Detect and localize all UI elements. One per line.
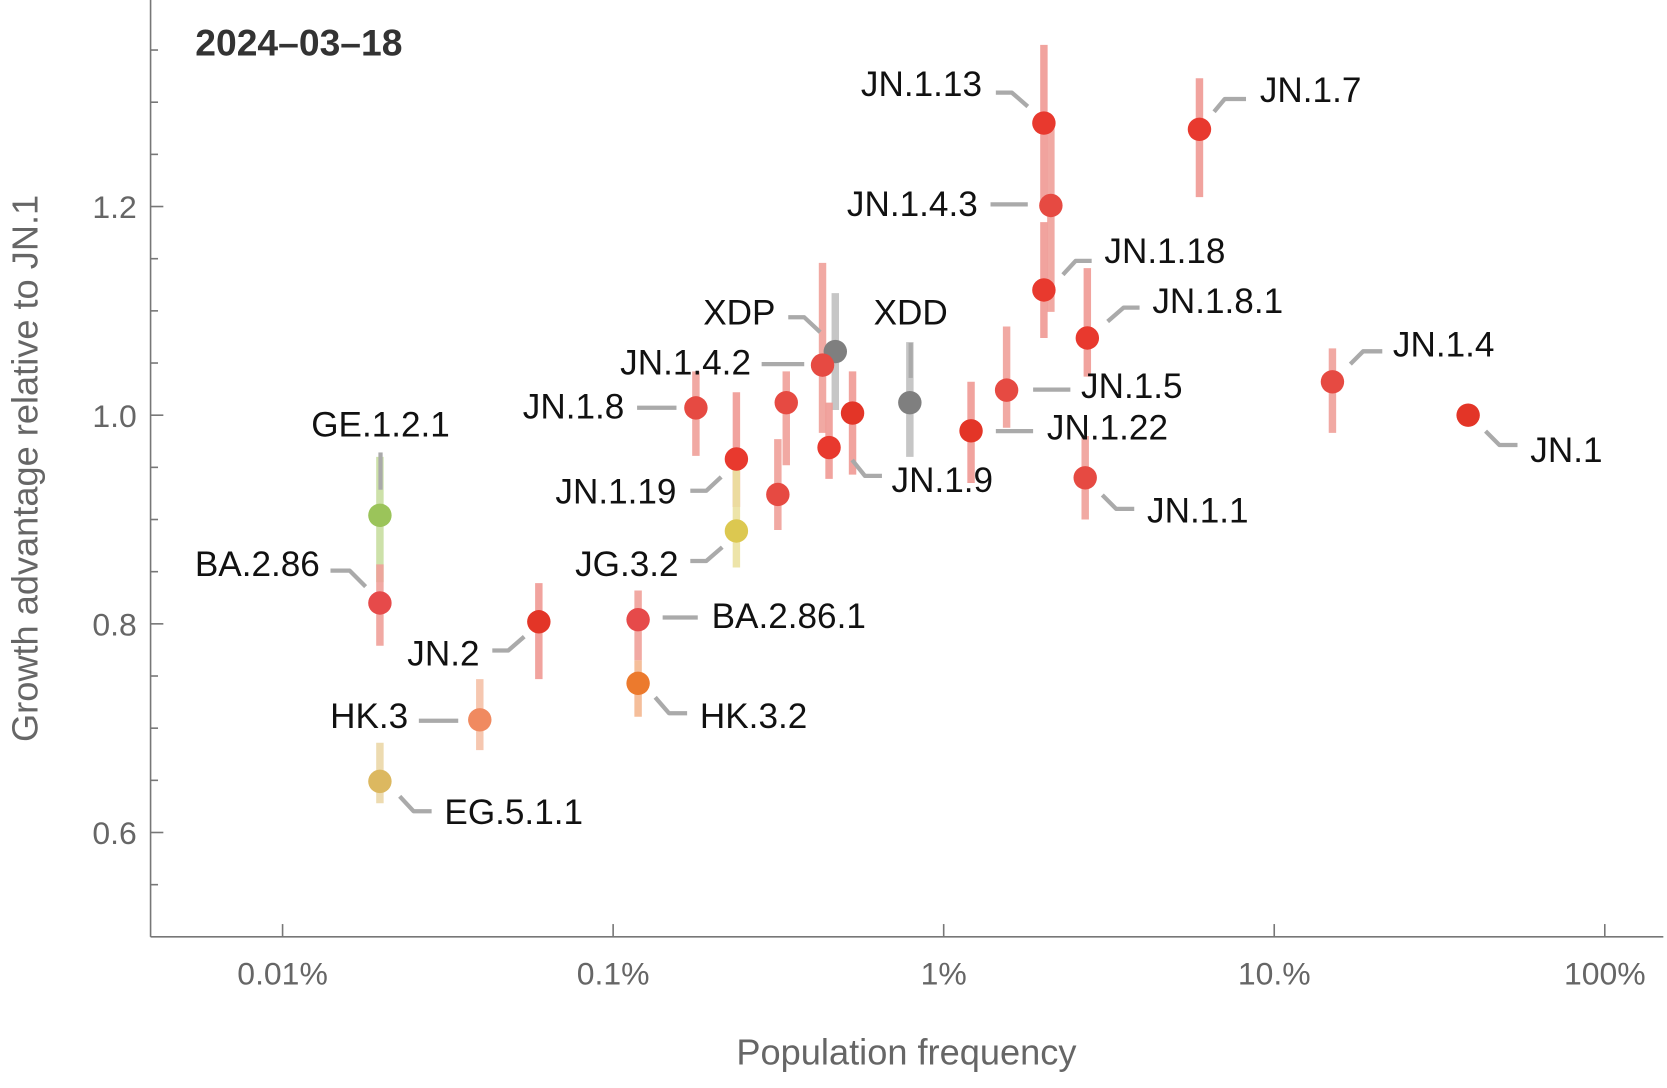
point-label: JN.1.18 xyxy=(1104,232,1225,271)
x-tick-label: 0.01% xyxy=(237,956,328,992)
y-tick-label: 1.0 xyxy=(92,398,136,434)
data-point xyxy=(626,671,650,696)
point-label: JN.1.7 xyxy=(1260,71,1362,110)
point-label: JN.1.5 xyxy=(1081,367,1183,406)
x-axis-title: Population frequency xyxy=(736,1032,1077,1073)
point-label: JN.1.4.3 xyxy=(847,185,978,224)
label-leader-line xyxy=(850,458,882,478)
data-point xyxy=(1032,111,1056,135)
label-leader-line xyxy=(995,90,1030,109)
point-label: XDP xyxy=(703,294,775,333)
label-leader-line xyxy=(1484,429,1518,448)
y-axis-title: Growth advantage relative to JN.1 xyxy=(5,195,46,742)
data-point xyxy=(810,353,835,377)
label-leader-line xyxy=(1212,96,1247,114)
data-point xyxy=(1456,403,1480,427)
label-leaders xyxy=(330,90,1518,814)
point-label: JN.1.13 xyxy=(861,65,982,104)
data-point xyxy=(684,396,708,420)
point-label: JN.1.1 xyxy=(1147,492,1249,531)
data-point xyxy=(368,591,392,615)
x-tick-label: 100% xyxy=(1564,956,1646,992)
point-label: JN.1.8 xyxy=(523,387,625,426)
point-label: HK.3.2 xyxy=(700,697,807,736)
data-point xyxy=(994,378,1019,402)
point-label: EG.5.1.1 xyxy=(444,793,583,832)
data-point xyxy=(724,447,749,471)
point-label: JG.3.2 xyxy=(575,545,678,584)
label-leader-line xyxy=(1348,349,1383,366)
y-tick-label: 0.8 xyxy=(92,607,136,643)
point-labels: JN.1.13 JN.1.7 JN.1.4.3 JN.1.18 JN.1.8.1 XDP X… xyxy=(195,65,1603,832)
data-point xyxy=(1039,193,1063,218)
label-leader-line xyxy=(653,695,688,716)
point-label: BA.2.86.1 xyxy=(712,597,866,636)
data-point xyxy=(817,435,841,460)
data-point xyxy=(368,769,392,794)
label-leader-line xyxy=(330,568,368,589)
point-label: JN.1.22 xyxy=(1047,409,1168,448)
label-leader-line xyxy=(1106,305,1140,324)
point-label: JN.1.19 xyxy=(555,473,676,512)
chart-title: 2024–03–18 xyxy=(195,21,402,63)
data-points xyxy=(368,111,1480,794)
x-tick-label: 1% xyxy=(921,956,967,992)
data-point xyxy=(1320,370,1345,394)
data-point xyxy=(898,390,922,415)
point-label: JN.1 xyxy=(1530,431,1602,470)
label-leader-line xyxy=(788,315,822,334)
label-leader-line xyxy=(1061,258,1092,277)
point-label: XDD xyxy=(874,294,948,333)
point-label: JN.1.4.2 xyxy=(620,344,751,383)
y-tick-label: 1.2 xyxy=(92,189,136,225)
data-point xyxy=(1187,117,1212,142)
data-point xyxy=(1073,466,1097,490)
data-point xyxy=(1032,278,1056,302)
label-leader-line xyxy=(492,635,526,653)
data-point xyxy=(766,482,790,507)
data-point xyxy=(724,519,749,543)
data-point xyxy=(468,708,492,732)
label-leader-line xyxy=(690,475,723,493)
data-point xyxy=(774,390,798,415)
axis-ticks: 0.01% 0.1% 1% 10.% 100% 0.6 0.8 1.0 1.2 xyxy=(92,49,1646,992)
data-point xyxy=(959,419,983,443)
point-label: JN.1.9 xyxy=(892,461,994,500)
label-leader-line xyxy=(1100,493,1135,511)
point-label: JN.1.4 xyxy=(1393,326,1495,365)
point-label: BA.2.86 xyxy=(195,545,320,584)
data-point xyxy=(527,610,551,634)
label-leader-line xyxy=(398,794,432,814)
x-tick-label: 10.% xyxy=(1238,956,1311,992)
x-tick-label: 0.1% xyxy=(577,956,650,992)
point-label: HK.3 xyxy=(330,697,408,736)
data-point xyxy=(368,503,392,528)
label-leader-line xyxy=(690,545,724,564)
data-point xyxy=(840,401,865,425)
data-point xyxy=(626,607,650,632)
point-label: JN.1.8.1 xyxy=(1152,282,1283,321)
point-label: JN.2 xyxy=(407,634,479,673)
data-point xyxy=(1075,326,1100,350)
y-tick-label: 0.6 xyxy=(92,815,136,851)
point-label: GE.1.2.1 xyxy=(311,405,450,444)
